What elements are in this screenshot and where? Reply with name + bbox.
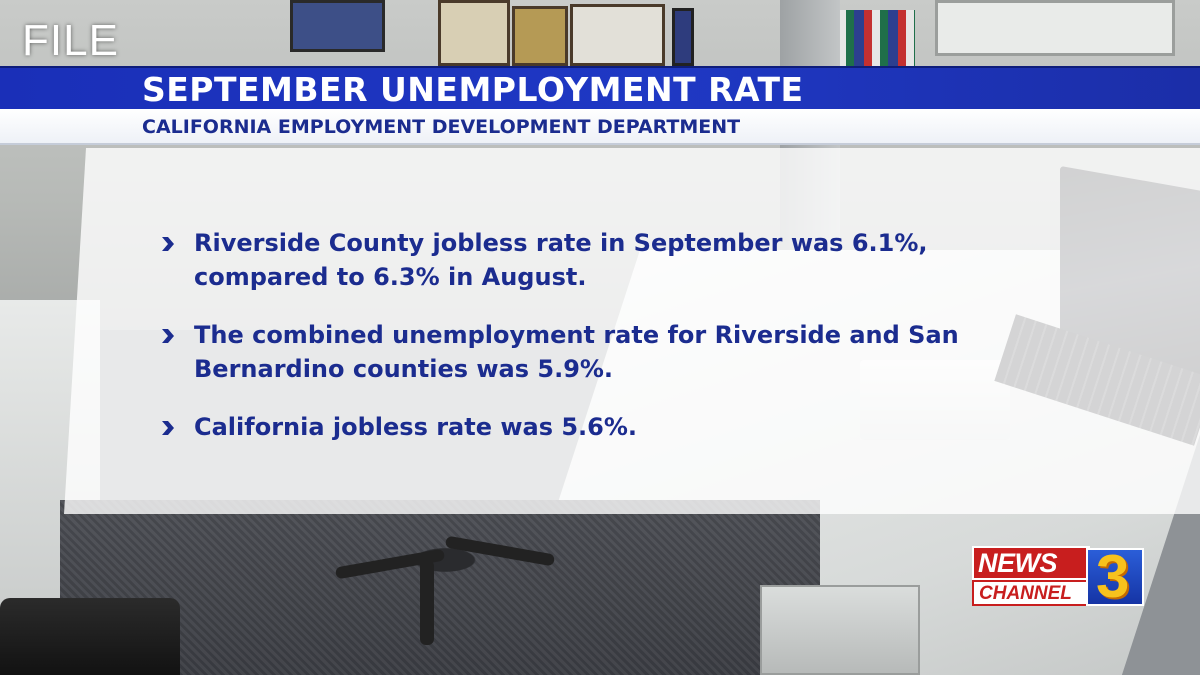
wall-poster bbox=[290, 0, 385, 52]
bullet-text-line: Riverside County jobless rate in Septemb… bbox=[194, 229, 928, 257]
whiteboard bbox=[935, 0, 1175, 56]
bullet-item: California jobless rate was 5.6%. bbox=[162, 410, 1162, 444]
chevron-right-icon bbox=[162, 421, 174, 435]
headline-subtitle: CALIFORNIA EMPLOYMENT DEVELOPMENT DEPART… bbox=[142, 116, 741, 138]
wall-plaque bbox=[512, 6, 568, 66]
bullet-text-line: California jobless rate was 5.6%. bbox=[194, 413, 638, 441]
bullet-text-line: The combined unemployment rate for River… bbox=[194, 321, 959, 349]
stool bbox=[0, 598, 180, 675]
wall-small-frame bbox=[672, 8, 694, 66]
logo-news-text: NEWS bbox=[978, 548, 1058, 578]
headline-title: SEPTEMBER UNEMPLOYMENT RATE bbox=[142, 70, 804, 109]
headline-bar: SEPTEMBER UNEMPLOYMENT RATE bbox=[0, 66, 1200, 109]
logo-news-box: NEWS bbox=[972, 546, 1090, 580]
desk-drawer bbox=[760, 585, 920, 675]
bullet-item: Riverside County jobless rate in Septemb… bbox=[162, 226, 1162, 294]
logo-channel-text: CHANNEL bbox=[979, 583, 1072, 604]
wall-certificate bbox=[438, 0, 510, 66]
file-footage-tag: FILE bbox=[22, 16, 119, 65]
bullet-text-line: Bernardino counties was 5.9%. bbox=[194, 355, 614, 383]
news-channel-3-logo: NEWS CHANNEL 3 bbox=[972, 543, 1148, 610]
chair-leg bbox=[420, 560, 434, 645]
bullet-list: Riverside County jobless rate in Septemb… bbox=[162, 226, 1162, 468]
chevron-right-icon bbox=[162, 329, 174, 343]
chevron-right-icon bbox=[162, 237, 174, 251]
bullet-text-line: compared to 6.3% in August. bbox=[194, 263, 587, 291]
logo-channel-box: CHANNEL bbox=[972, 580, 1090, 606]
subheadline-bar: CALIFORNIA EMPLOYMENT DEVELOPMENT DEPART… bbox=[0, 109, 1200, 145]
bullet-panel: Riverside County jobless rate in Septemb… bbox=[64, 148, 1200, 514]
logo-number: 3 bbox=[1096, 543, 1130, 610]
wall-photo-frame bbox=[570, 4, 665, 66]
logo-number-box: 3 bbox=[1086, 543, 1144, 610]
bullet-item: The combined unemployment rate for River… bbox=[162, 318, 1162, 386]
